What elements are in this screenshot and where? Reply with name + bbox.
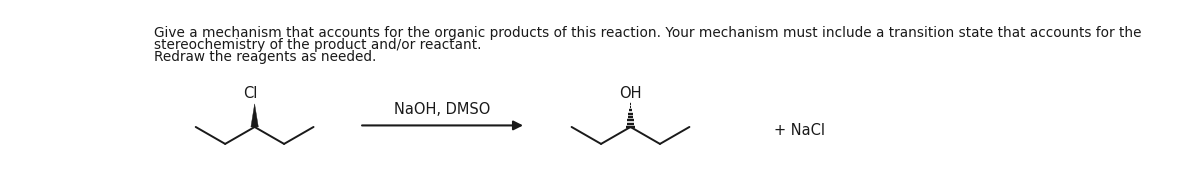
Text: + NaCl: + NaCl — [774, 123, 824, 137]
Text: stereochemistry of the product and/or reactant.: stereochemistry of the product and/or re… — [154, 38, 481, 52]
Text: OH: OH — [619, 86, 642, 101]
Text: NaOH, DMSO: NaOH, DMSO — [395, 101, 491, 117]
Text: Redraw the reagents as needed.: Redraw the reagents as needed. — [154, 50, 377, 64]
Text: Give a mechanism that accounts for the organic products of this reaction. Your m: Give a mechanism that accounts for the o… — [154, 26, 1141, 40]
Polygon shape — [251, 104, 258, 127]
Text: Cl: Cl — [242, 86, 257, 101]
